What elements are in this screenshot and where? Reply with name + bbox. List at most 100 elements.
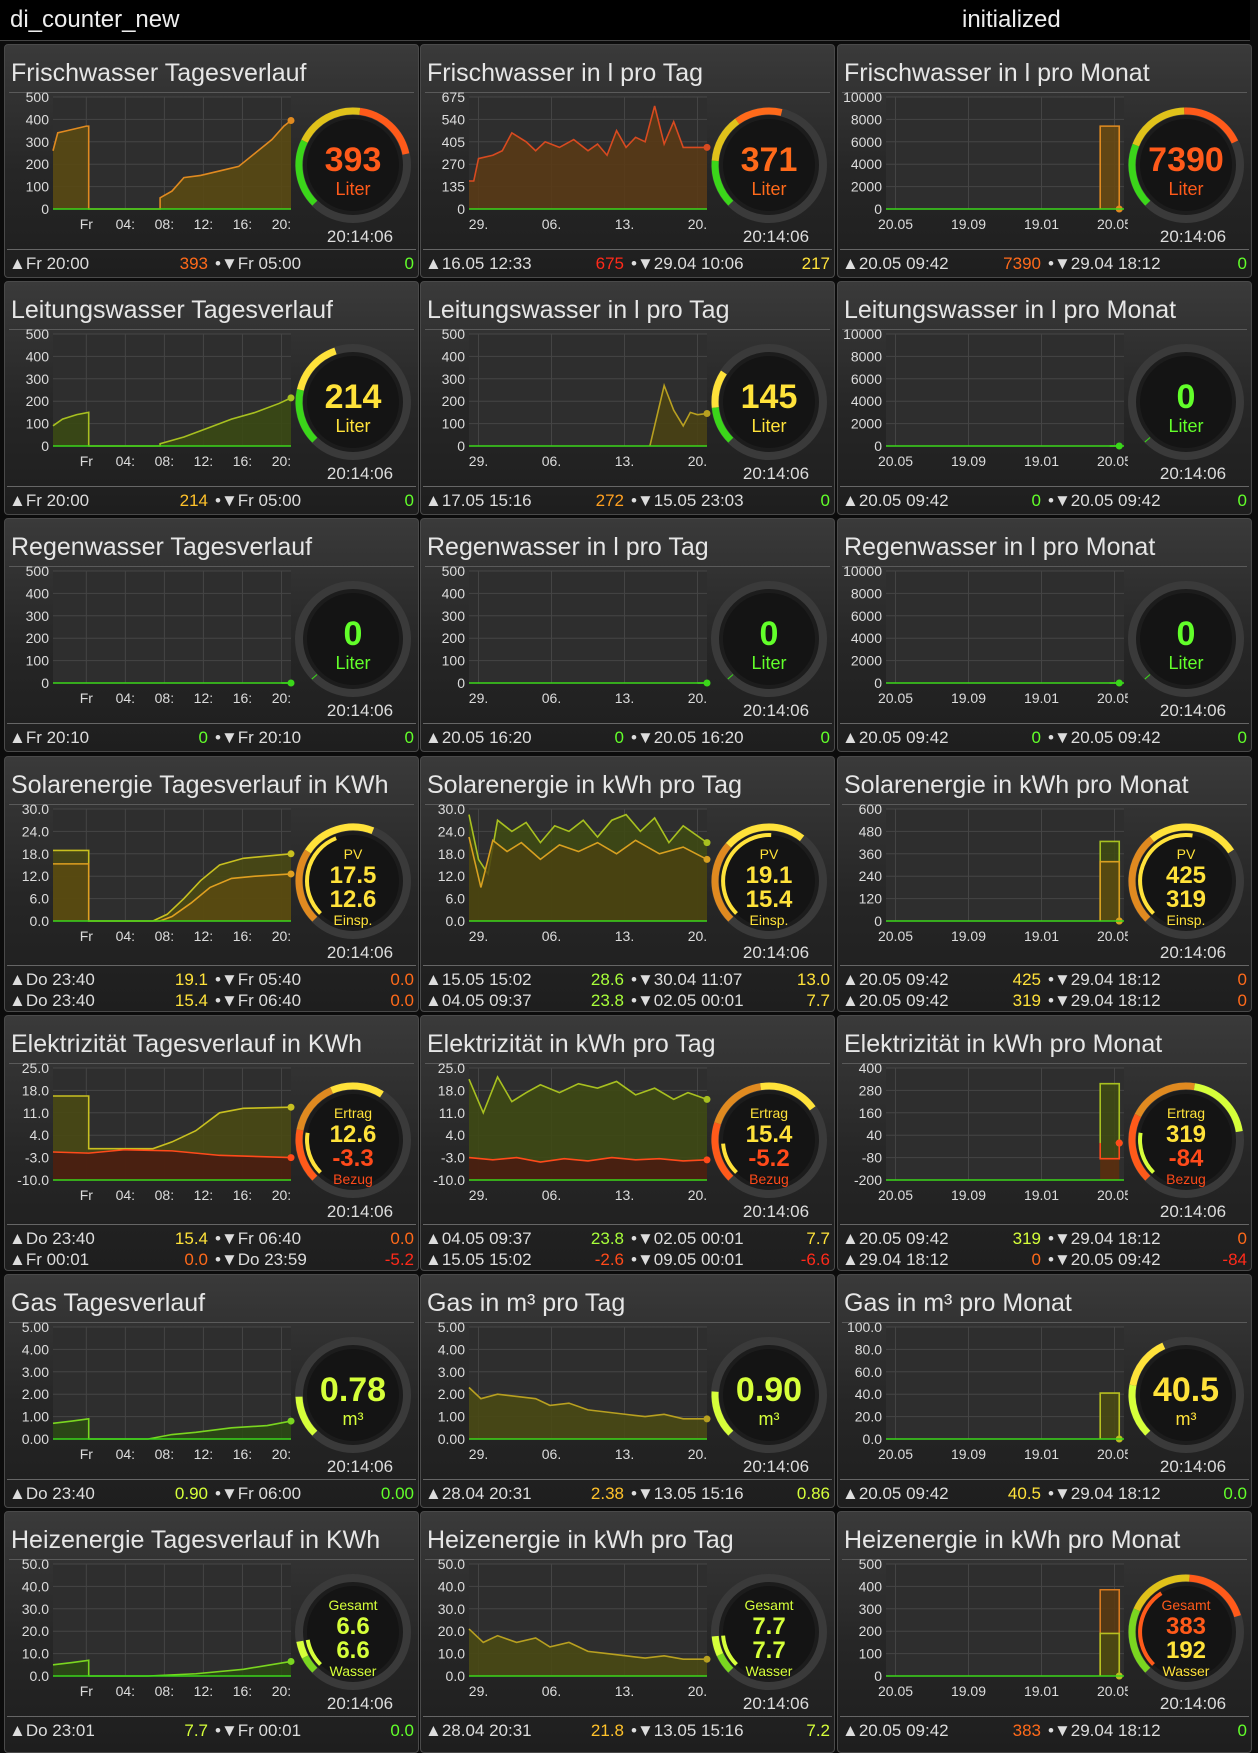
x-tick-label: 16:: [233, 1446, 252, 1462]
min-value: 0: [1237, 1721, 1247, 1740]
panel-title: Solarenergie in kWh pro Monat: [844, 771, 1189, 799]
gauge-arc-inner: [1138, 1591, 1163, 1666]
max-value: 15.4: [174, 1229, 208, 1248]
chart-plot-area: [886, 571, 1124, 683]
panel-frischwasser-pro-monat: Frischwasser in l pro Monat 10000 8000 6000…: [837, 44, 1252, 278]
gauge-value: 0: [1177, 378, 1196, 416]
gauge-timestamp: 20:14:06: [326, 1202, 394, 1221]
stats-row: ▲Fr 20:10 0 •▼Fr 20:10 0: [9, 728, 414, 750]
gauge-arc: [1134, 1082, 1195, 1118]
y-tick-label: 5.00: [22, 1319, 49, 1335]
gauge-arc: [295, 389, 318, 443]
x-tick-label: 20:: [272, 1683, 291, 1699]
x-tick-label: 12:: [194, 453, 213, 469]
x-tick-label: 19.09: [951, 928, 986, 944]
gauge-value: 393: [325, 141, 382, 179]
chart-plot-area: [53, 1564, 291, 1676]
series-current-point: [287, 1417, 295, 1425]
gauge-arc: [1132, 107, 1185, 147]
history-chart[interactable]: 100.080.060.040.020.00.020.05 19.09 19.01 2…: [838, 1319, 1128, 1469]
min-value: 0: [1237, 970, 1247, 989]
x-tick-label: 20.05: [878, 1683, 913, 1699]
y-tick-label: 360: [859, 846, 883, 862]
stats-row: ▲20.05 09:42 425 •▼29.04 18:12 0: [842, 970, 1247, 992]
y-tick-label: 10000: [843, 563, 882, 579]
max-timestamp: ▲Do 23:40: [9, 970, 95, 989]
gauge-value: 145: [741, 378, 798, 416]
max-timestamp: ▲28.04 20:31: [425, 1484, 532, 1503]
gauge-arc: [1149, 823, 1235, 854]
min-timestamp: •▼29.04 18:12: [1048, 1721, 1161, 1740]
title-divider: [9, 329, 414, 330]
y-tick-label: 100: [26, 653, 50, 669]
max-timestamp: ▲17.05 15:16: [425, 491, 532, 510]
x-tick-label: 13.: [615, 216, 634, 232]
stats-row: ▲Fr 00:01 0.0 •▼Do 23:59 -5.2: [9, 1250, 414, 1270]
y-tick-label: 6000: [851, 134, 882, 150]
gauge-bottom-label: Einsp.: [1167, 912, 1206, 928]
x-tick-label: 29.: [469, 690, 488, 706]
gauge-arc: [1128, 1384, 1151, 1436]
min-timestamp: •▼15.05 23:03: [631, 491, 744, 510]
x-tick-label: 08:: [155, 928, 174, 944]
series-line: [468, 1156, 708, 1163]
min-value: 0.00: [380, 1484, 414, 1503]
y-tick-label: -3.0: [25, 1150, 49, 1166]
panel-title: Leitungswasser in l pro Monat: [844, 296, 1177, 324]
gauge-timestamp: 20:14:06: [1159, 1694, 1227, 1713]
title-divider: [425, 1559, 830, 1560]
gauge-face: [1140, 356, 1232, 448]
history-chart[interactable]: 25.0 18.0 11.0 4.0 -3.0 -10.029. 06. 13. 20.: [421, 1060, 711, 1210]
max-value: 23.8: [590, 991, 624, 1010]
gauge-timestamp: 20:14:06: [742, 227, 810, 246]
history-chart[interactable]: 5.00 4.00 3.00 2.00 1.00 0.00 Fr 04: 08: 12: 16: 20…: [5, 1319, 295, 1469]
y-tick-label: 10.0: [22, 1646, 49, 1662]
history-chart[interactable]: 30.0 24.0 18.0 12.0 6.0 0.029. 06. 13. 20.: [421, 801, 711, 951]
gauge-top-label: PV: [1177, 846, 1196, 862]
history-chart[interactable]: 500 400 300 200 100 0 Fr 04: 08: 12: 16: 20:: [5, 326, 295, 476]
gauge-unit: Liter: [1168, 179, 1203, 199]
y-tick-label: 11.0: [439, 1105, 465, 1121]
min-timestamp: •▼29.04 18:12: [1048, 254, 1161, 273]
series-area: [53, 120, 291, 209]
max-value: 7390: [1003, 254, 1041, 273]
gauge-arc: [296, 1087, 334, 1131]
x-tick-label: 12:: [194, 1446, 213, 1462]
history-chart[interactable]: 675 540 405 270 135 029. 06. 13. 20.: [421, 89, 711, 239]
gauge-face: [307, 356, 399, 448]
x-tick-label: 20:: [272, 690, 291, 706]
chart-plot-area: [886, 1327, 1124, 1439]
panel-regenwasser-tagesverlauf: Regenwasser Tagesverlauf 500 400 300 200 100 0…: [4, 518, 419, 752]
min-value: 0: [1237, 254, 1247, 273]
stats-row: ▲Do 23:40 0.90 •▼Fr 06:00 0.00: [9, 1484, 414, 1506]
series-line: [1099, 1392, 1121, 1439]
stats-divider: [7, 1716, 416, 1717]
history-chart[interactable]: 500 400 300 200 100 0 Fr 04: 08: 12: 16: 20:: [5, 563, 295, 713]
history-chart[interactable]: 50.0 40.0 30.0 20.0 10.0 0.0 Fr 04: 08: 12: 16: 20:: [5, 1556, 295, 1706]
series-line: [1099, 1143, 1121, 1160]
stats-divider: [7, 1224, 416, 1225]
max-value: 28.6: [590, 970, 624, 989]
history-chart[interactable]: 30.0 24.0 18.0 12.0 6.0 0.0 Fr 04: 08: 12: 16: 20:: [5, 801, 295, 951]
history-chart[interactable]: 500 400 300 200 100 029. 06. 13. 20.: [421, 326, 711, 476]
history-chart[interactable]: 500 400 300 200 100 0 Fr 04: 08: 12: 16: 20:: [5, 89, 295, 239]
history-chart[interactable]: 500 400 300 200 100 029. 06. 13. 20.: [421, 563, 711, 713]
history-chart[interactable]: 50.0 40.0 30.0 20.0 10.0 0.029. 06. 13. 20.: [421, 1556, 711, 1706]
gauge-unit: Liter: [335, 653, 370, 673]
panel-heizenergie-pro-tag: Heizenergie in kWh pro Tag 50.0 40.0 30.0 20…: [420, 1511, 835, 1753]
gauge-face: [307, 593, 399, 685]
max-timestamp: ▲29.04 18:12: [842, 1250, 949, 1269]
x-tick-label: Fr: [80, 1187, 94, 1203]
history-chart[interactable]: 25.0 18.0 11.0 4.0 -3.0 -10.0 Fr 04: 08: 12: 16: 20…: [5, 1060, 295, 1210]
